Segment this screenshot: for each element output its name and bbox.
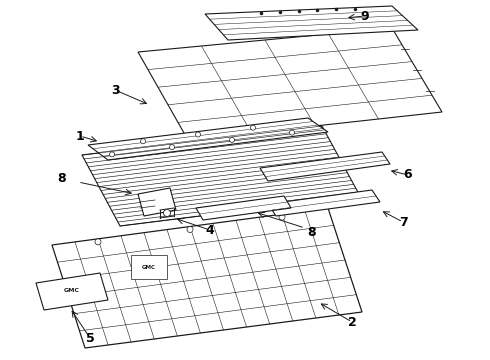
Circle shape <box>141 139 146 144</box>
Circle shape <box>170 145 174 150</box>
Text: GMC: GMC <box>64 288 80 293</box>
Polygon shape <box>268 190 380 216</box>
Polygon shape <box>88 118 328 160</box>
Text: 9: 9 <box>361 9 369 22</box>
Text: 5: 5 <box>86 332 95 345</box>
Circle shape <box>250 125 255 130</box>
Text: 2: 2 <box>347 315 356 328</box>
Text: 1: 1 <box>75 130 84 143</box>
Text: 8: 8 <box>58 171 66 184</box>
Circle shape <box>229 138 235 142</box>
Polygon shape <box>36 273 108 310</box>
Polygon shape <box>205 6 418 40</box>
Text: 4: 4 <box>206 224 214 237</box>
Text: GMC: GMC <box>142 265 156 270</box>
Bar <box>131 255 167 279</box>
Circle shape <box>187 226 193 233</box>
Circle shape <box>290 130 294 135</box>
Circle shape <box>109 152 115 157</box>
Circle shape <box>164 210 171 216</box>
Circle shape <box>279 214 285 220</box>
Text: 7: 7 <box>399 216 407 229</box>
Polygon shape <box>138 188 176 216</box>
Circle shape <box>196 132 200 137</box>
Polygon shape <box>138 28 442 140</box>
Text: 8: 8 <box>308 225 317 238</box>
Circle shape <box>95 239 101 245</box>
Text: 6: 6 <box>404 168 412 181</box>
Polygon shape <box>260 152 390 181</box>
Polygon shape <box>196 196 291 220</box>
Polygon shape <box>82 126 360 226</box>
Text: 3: 3 <box>111 84 119 96</box>
Polygon shape <box>52 208 362 348</box>
